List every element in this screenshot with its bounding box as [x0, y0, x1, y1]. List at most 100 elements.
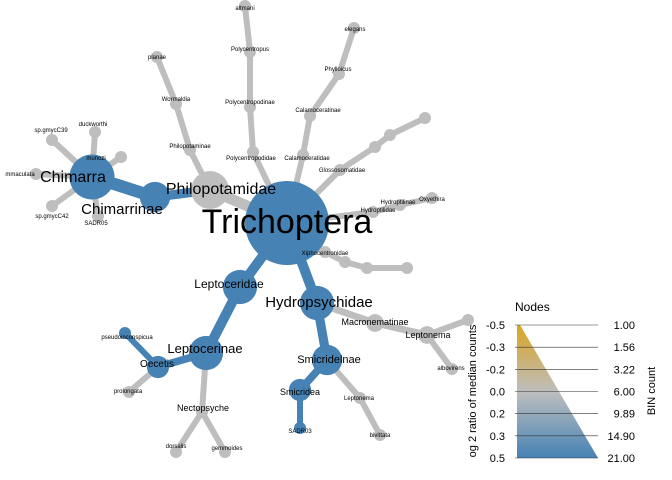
- node-calamoceratinae: [304, 110, 316, 122]
- edge-gl3-gl4: [387, 115, 428, 138]
- legend-left-ticks: -0.5 -0.3 -0.2 0.0 0.2 0.3 0.5: [486, 320, 505, 465]
- label-root: Trichoptera: [202, 203, 373, 241]
- node-prolongata: [123, 386, 135, 398]
- label-hydropsychidae: Hydropsychidae: [265, 294, 373, 311]
- edge-nectopsyche-gemmoides: [199, 409, 228, 455]
- label-sadr03: SADR03: [288, 429, 312, 435]
- edge-philopotaminae-wormaldia: [173, 101, 193, 153]
- node-root: [245, 181, 329, 265]
- edge-calamoceratidae-calamoceratinae: [300, 113, 313, 158]
- legend-left-tick: 0.3: [490, 431, 505, 443]
- legend-right-tick: 21.00: [607, 453, 635, 465]
- legend: Nodes -0.5 -0.3 -0.2 0.0 0.2 0.3 0.5 1.00 1.56 3…: [467, 300, 658, 465]
- label-hydroptilinae: Hydroptilinae: [380, 200, 416, 206]
- legend-right-tick: 14.90: [607, 431, 635, 443]
- node-phylloicus: [333, 68, 345, 80]
- label-sp_gmyc42: sp.gmycC42: [35, 214, 69, 220]
- node-planae: [151, 51, 163, 63]
- node-bivittata: [374, 429, 386, 441]
- node-xi4: [401, 262, 413, 274]
- legend-left-tick: -0.5: [486, 320, 505, 332]
- node-leptocerinae: [188, 335, 224, 371]
- label-gemmoides: gemmoides: [211, 446, 242, 452]
- node-duckworthi: [89, 126, 101, 138]
- node-hydropsychidae: [299, 285, 335, 321]
- node-lp2: [462, 314, 474, 326]
- edge-leptonema2-bivittata: [357, 395, 383, 438]
- label-mmaculata: mmaculata: [5, 172, 35, 178]
- node-sadr05: [92, 210, 104, 222]
- legend-right-tick: 1.00: [614, 320, 635, 332]
- node-polycentropus: [244, 46, 256, 58]
- label-oxyethira: Oxyethira: [419, 197, 445, 203]
- node-leptonema2: [354, 392, 366, 404]
- label-phylloicus: Phylloicus: [324, 67, 351, 73]
- legend-right-tick: 1.56: [614, 342, 635, 354]
- label-planae: planae: [148, 55, 167, 61]
- legend-left-tick: 0.2: [490, 409, 505, 421]
- legend-left-axis-title: og 2 ratio of median counts: [467, 324, 479, 457]
- label-bivittata: bivittata: [370, 433, 391, 439]
- label-munozi: munozi: [86, 156, 105, 162]
- label-albovirens: albovirens: [437, 366, 464, 372]
- node-macronematinae: [366, 314, 384, 332]
- node-polycentropodidae: [247, 146, 259, 158]
- node-xi2: [339, 256, 351, 268]
- node-gemmoides: [219, 446, 231, 458]
- label-philopotamidae: Philopotamidae: [166, 181, 276, 198]
- legend-right-axis-title: BIN count: [646, 367, 658, 415]
- edge-calamoceratinae-phylloicus: [307, 71, 342, 119]
- legend-left-tick: 0.0: [490, 387, 505, 399]
- node-altmani: [239, 0, 251, 12]
- label-wormaldia: Wormaldia: [162, 97, 191, 103]
- node-pseudoinconspicua: [119, 327, 131, 339]
- edge-glossosomatidae-gl2: [337, 144, 378, 173]
- node-gl3: [384, 129, 396, 141]
- edge-macronematinae-leptonema: [371, 319, 431, 339]
- label-polycentropodinae: Polycentropodinae: [225, 100, 275, 106]
- label-hydroptilidae: Hydroptilidae: [360, 208, 396, 214]
- label-prolongata: prolongata: [114, 389, 143, 395]
- legend-left-tick: -0.3: [486, 342, 505, 354]
- node-hydroptilinae: [394, 199, 406, 211]
- nodes-layer: [30, 0, 474, 458]
- legend-tick-lines: [515, 324, 598, 459]
- edge-phylloicus-elegans: [336, 25, 357, 77]
- node-hydroptilidae: [367, 206, 379, 218]
- node-gl4: [419, 112, 431, 124]
- legend-left-tick: -0.2: [486, 364, 505, 376]
- edge-polycentropus-altmani: [242, 3, 253, 55]
- label-smicridelnae: Smicridelnae: [297, 354, 361, 366]
- label-elegans: elegans: [344, 27, 365, 33]
- node-nectopsyche: [196, 406, 208, 418]
- node-xiphocentronidae: [319, 246, 331, 258]
- label-leptoceridae: Leptoceridae: [194, 277, 264, 291]
- label-oecetis: Oecetis: [140, 359, 174, 370]
- label-polycentropus: Polycentropus: [231, 47, 269, 53]
- legend-left-tick: 0.5: [490, 453, 505, 465]
- label-sp_gmyc39: sp.gmycC39: [34, 128, 68, 134]
- node-gl2: [369, 141, 381, 153]
- label-polycentropodidae: Polycentropodidae: [226, 156, 276, 162]
- legend-right-ticks: 1.00 1.56 3.22 6.00 9.89 14.90 21.00: [607, 320, 635, 465]
- label-sadr05: SADR05: [84, 221, 108, 227]
- node-elegans: [348, 22, 360, 34]
- label-dorsalis: dorsalis: [166, 444, 187, 450]
- edge-wormaldia-planae: [154, 54, 179, 107]
- node-philopotaminae: [184, 144, 196, 156]
- node-calamoceratidae: [297, 149, 309, 161]
- node-mmaculata: [30, 168, 42, 180]
- node-sp_gmyc39: [46, 134, 58, 146]
- node-chimarra: [69, 154, 115, 200]
- label-philopotaminae: Philopotaminae: [169, 144, 211, 150]
- label-altmani: altmani: [235, 6, 254, 12]
- node-smicridelnae: [311, 344, 343, 376]
- label-leptonema2: Leptonema: [344, 396, 375, 402]
- legend-title: Nodes: [515, 300, 550, 314]
- label-chimarra: Chimarra: [40, 169, 106, 186]
- label-leptonema: Leptonema: [405, 330, 450, 340]
- node-oxyethira: [426, 192, 438, 204]
- node-wormaldia: [170, 98, 182, 110]
- label-pseudoinconspicua: pseudoinconspicua: [101, 335, 153, 341]
